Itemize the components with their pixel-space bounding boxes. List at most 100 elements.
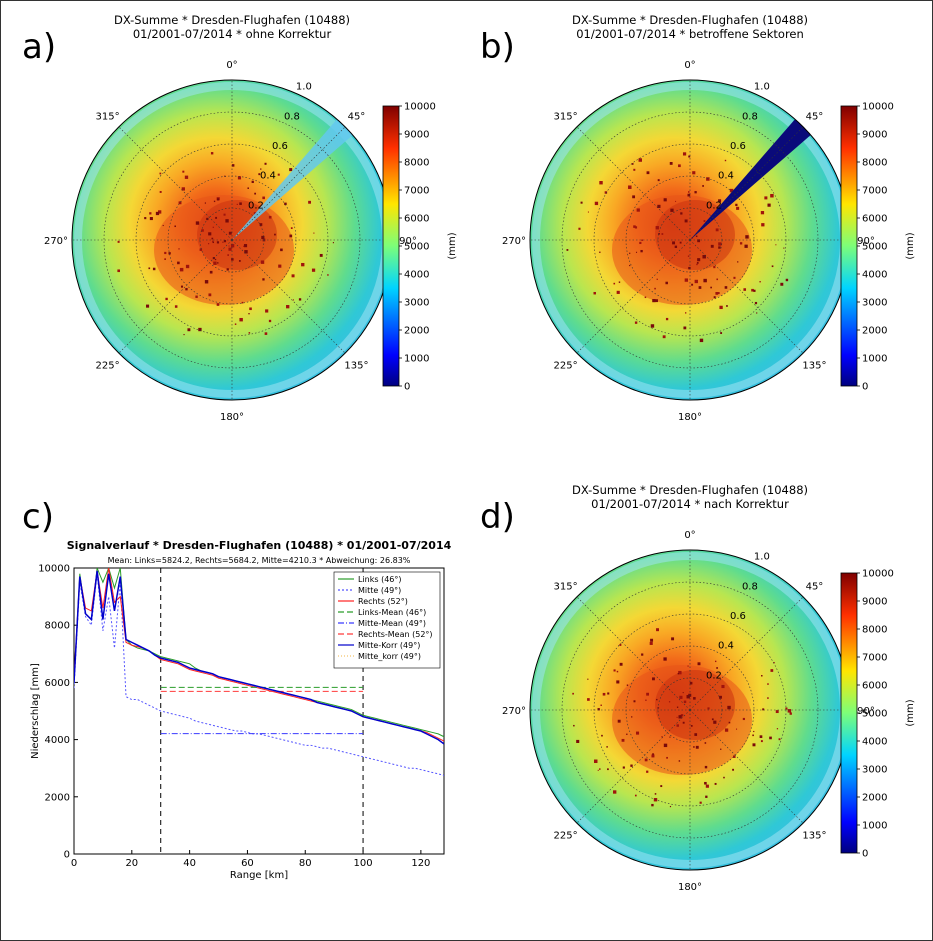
panel-letter: c) — [22, 497, 54, 537]
radar-speckle — [174, 305, 178, 308]
radar-speckle — [707, 707, 710, 710]
angle-label: 90° — [857, 236, 875, 247]
radar-speckle — [715, 291, 719, 295]
radar-speckle — [613, 282, 616, 285]
radar-speckle — [210, 152, 214, 155]
x-tick-label: 80 — [299, 858, 312, 869]
radar-speckle — [149, 217, 153, 221]
radar-speckle — [599, 768, 601, 770]
angle-label: 225° — [554, 830, 578, 841]
radar-speckle — [631, 163, 634, 165]
radar-speckle — [718, 199, 722, 203]
radar-speckle — [690, 725, 693, 727]
radar-speckle — [634, 321, 638, 324]
radar-speckle — [162, 224, 164, 227]
radar-speckle — [291, 274, 295, 278]
radar-speckle — [675, 200, 677, 202]
radar-speckle — [146, 304, 150, 308]
radar-speckle — [657, 204, 661, 208]
x-tick-label: 100 — [354, 858, 373, 869]
panel-letter: a) — [22, 27, 56, 67]
colorbar-tick-label: 8000 — [862, 625, 887, 636]
radar-speckle — [669, 736, 671, 738]
radar-speckle — [284, 202, 287, 206]
radar-speckle — [669, 805, 672, 808]
radar-speckle — [705, 795, 708, 798]
radar-speckle — [149, 212, 152, 215]
radar-speckle — [636, 731, 640, 735]
radar-speckle — [225, 219, 229, 223]
radar-speckle — [657, 179, 660, 182]
radar-speckle — [629, 252, 631, 254]
colorbar-label: (mm) — [905, 699, 916, 726]
radar-speckle — [783, 247, 785, 249]
radar-speckle — [655, 226, 659, 230]
radar-speckle — [264, 332, 268, 335]
radar-speckle — [617, 719, 621, 723]
radar-speckle — [587, 211, 589, 213]
radar-speckle — [743, 288, 747, 291]
angle-label: 90° — [857, 706, 875, 717]
radar-speckle — [644, 758, 648, 762]
radar-speckle — [694, 733, 698, 736]
radar-speckle — [319, 253, 323, 257]
radar-speckle — [208, 232, 212, 236]
radar-speckle — [182, 170, 185, 173]
radar-speckle — [775, 710, 779, 714]
radar-speckle — [694, 279, 698, 284]
radar-speckle — [691, 283, 694, 286]
radar-speckle — [629, 264, 631, 267]
radar-speckle — [215, 216, 218, 219]
radius-label: 0.8 — [284, 111, 300, 122]
radar-speckle — [243, 245, 245, 247]
radar-speckle — [311, 268, 316, 272]
colorbar-tick-label: 1000 — [862, 821, 887, 832]
radar-speckle — [636, 208, 640, 212]
radar-speckle — [696, 263, 698, 266]
series-group — [74, 568, 444, 776]
radar-speckle — [633, 225, 636, 228]
radar-speckle — [290, 227, 293, 229]
radar-speckle — [699, 338, 704, 343]
radar-speckle — [724, 286, 728, 289]
radar-speckle — [634, 794, 637, 797]
radar-speckle — [650, 324, 655, 328]
polar-spoke — [118, 239, 233, 354]
polar-grid-circle — [561, 111, 819, 369]
radar-speckle — [778, 738, 781, 741]
y-tick-label: 10000 — [38, 564, 70, 575]
polar-panel-b: b)DX-Summe * Dresden-Flughafen (10488)01… — [480, 13, 916, 423]
radar-speckle — [260, 168, 262, 170]
radar-speckle — [697, 258, 701, 262]
radar-speckle — [179, 267, 184, 272]
y-tick-label: 6000 — [45, 678, 70, 689]
legend-box — [333, 571, 441, 669]
radar-speckle — [286, 305, 290, 309]
radar-speckle — [652, 753, 655, 756]
radar-speckle — [689, 681, 693, 685]
radar-speckle — [222, 241, 224, 243]
radar-speckle — [217, 262, 219, 264]
radar-speckle — [177, 261, 180, 265]
radar-speckle — [198, 327, 202, 332]
polar-spoke — [576, 709, 691, 824]
polar-spoke — [576, 596, 691, 711]
radar-speckle — [184, 175, 189, 179]
radar-speckle — [630, 764, 633, 767]
radar-speckle — [289, 234, 293, 238]
radar-speckle — [237, 176, 242, 180]
radar-speckle — [780, 282, 784, 286]
radar-speckle — [717, 292, 720, 295]
radar-speckle — [227, 254, 229, 256]
radar-speckle — [157, 210, 162, 214]
radar-speckle — [677, 672, 679, 675]
radar-speckle — [228, 231, 232, 235]
legend-entry: Links-Mean (46°) — [358, 608, 426, 617]
radar-speckle — [248, 332, 251, 334]
radar-speckle — [619, 662, 623, 666]
angle-label: 45° — [348, 112, 366, 123]
angle-label: 180° — [220, 412, 244, 423]
radar-speckle — [265, 309, 269, 313]
radius-label: 1.0 — [296, 82, 312, 93]
radar-speckle — [754, 301, 758, 305]
